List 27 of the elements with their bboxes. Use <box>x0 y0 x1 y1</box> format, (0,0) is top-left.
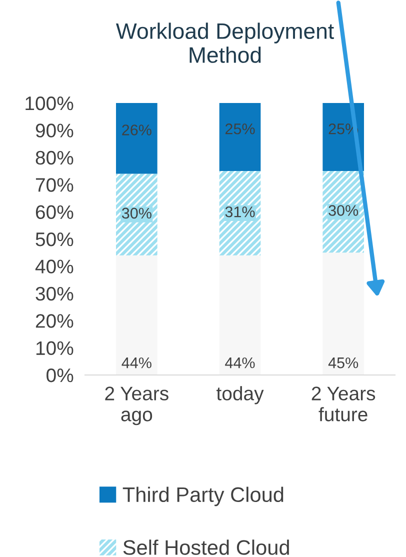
y-tick-label: 70% <box>36 178 74 192</box>
y-tick-label: 60% <box>36 205 74 220</box>
data-label: 45% <box>328 357 358 368</box>
x-tick-label: 2 Years ago <box>105 386 168 426</box>
legend-label: Self Hosted Cloud <box>123 540 289 555</box>
y-tick-label: 100% <box>26 96 74 110</box>
y-tick-label: 90% <box>36 124 74 138</box>
x-tick-label: today <box>216 386 264 404</box>
x-tick-label: 2 Years future <box>312 386 376 422</box>
data-label: 44% <box>225 357 255 368</box>
y-tick-label: 30% <box>36 286 74 301</box>
data-label: 30% <box>122 208 152 219</box>
y-tick-label: 10% <box>36 341 74 356</box>
data-label: 30% <box>328 205 358 216</box>
y-tick-label: 50% <box>36 232 74 246</box>
chart-title: Workload Deployment Method <box>116 22 334 63</box>
data-label: 26% <box>122 124 152 136</box>
y-tick-label: 0% <box>46 368 74 382</box>
y-tick-label: 80% <box>36 150 74 165</box>
bar <box>219 103 261 171</box>
data-label: 25% <box>225 123 255 134</box>
data-label: 44% <box>122 357 152 368</box>
y-tick-label: 20% <box>36 314 74 328</box>
bar <box>116 103 158 174</box>
legend-label: Third Party Cloud <box>122 486 284 506</box>
y-tick-label: 40% <box>35 260 74 274</box>
data-label: 31% <box>225 206 255 218</box>
